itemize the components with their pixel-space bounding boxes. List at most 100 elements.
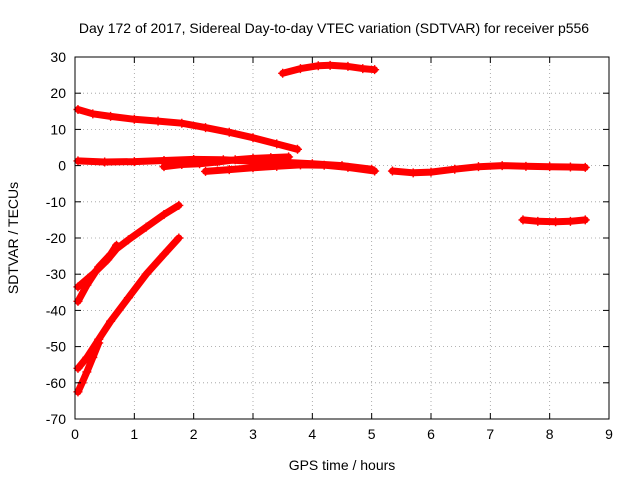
y-axis-label: SDTVAR / TECUs (5, 182, 21, 294)
data-point (370, 166, 380, 176)
data-point (100, 157, 110, 167)
y-tick-label: 10 (50, 121, 66, 137)
data-point (387, 166, 397, 176)
y-tick-label: -70 (46, 411, 66, 427)
series-line (74, 234, 183, 372)
data-point (295, 64, 305, 74)
x-tick-label: 9 (605, 426, 613, 442)
data-point (141, 222, 151, 232)
series-line (202, 161, 379, 175)
data-point (408, 168, 418, 178)
y-tick-label: -10 (46, 194, 66, 210)
y-tick-label: 20 (50, 85, 66, 101)
x-tick-label: 6 (427, 426, 435, 442)
data-point (533, 216, 543, 226)
data-point (325, 60, 335, 70)
data-point (565, 162, 575, 172)
y-tick-label: 0 (58, 158, 66, 174)
data-point (106, 249, 116, 259)
series-11 (73, 338, 104, 397)
data-point (248, 133, 258, 143)
data-point (580, 215, 590, 225)
series-9 (73, 240, 122, 306)
data-point (224, 165, 234, 175)
data-point (88, 352, 98, 362)
data-point (518, 215, 528, 225)
data-point (545, 162, 555, 172)
data-point (272, 161, 282, 171)
data-point (248, 153, 258, 163)
data-point (343, 61, 353, 71)
data-point (284, 152, 294, 162)
data-point (177, 118, 187, 128)
data-point (177, 160, 187, 170)
y-tick-label: -20 (46, 230, 66, 246)
data-point (106, 111, 116, 121)
series-6 (278, 60, 380, 78)
series-10 (73, 233, 184, 373)
data-point (313, 61, 323, 71)
data-point (159, 162, 169, 172)
data-point (123, 293, 133, 303)
data-point (580, 162, 590, 172)
data-point (129, 157, 139, 167)
series-5 (387, 161, 590, 178)
data-point (153, 116, 163, 126)
series-line (279, 61, 379, 77)
data-point (123, 235, 133, 245)
data-point (112, 240, 122, 250)
data-point (473, 162, 483, 172)
data-point (94, 262, 104, 272)
data-point (343, 162, 353, 172)
x-tick-label: 1 (130, 426, 138, 442)
data-point (94, 338, 104, 348)
data-point (565, 216, 575, 226)
data-point (521, 161, 531, 171)
data-point (82, 367, 92, 377)
y-tick-label: -40 (46, 302, 66, 318)
y-tick-label: -50 (46, 339, 66, 355)
data-point (266, 153, 276, 163)
data-point (272, 139, 282, 149)
data-point (319, 160, 329, 170)
data-point (106, 316, 116, 326)
series-7 (518, 215, 590, 227)
data-point (224, 127, 234, 137)
data-point (141, 269, 151, 279)
data-point (201, 166, 211, 176)
x-tick-label: 3 (249, 426, 257, 442)
data-point (370, 65, 380, 75)
axis-ticks: 0 1 2 3 4 5 6 7 8 9 -70 -60 -50 -40 -30 -20 -10 0 10 20 30 (46, 49, 613, 442)
data-point (195, 159, 205, 169)
data-point (358, 64, 368, 74)
x-tick-label: 5 (368, 426, 376, 442)
series-line (388, 162, 589, 177)
data-point (159, 249, 169, 259)
x-tick-label: 4 (308, 426, 316, 442)
data-point (278, 68, 288, 78)
y-tick-label: 30 (50, 49, 66, 65)
data-point (82, 280, 92, 290)
data-point (293, 144, 302, 154)
data-point (174, 200, 184, 210)
data-point (201, 123, 211, 133)
x-tick-label: 2 (190, 426, 198, 442)
chart-title: Day 172 of 2017, Sidereal Day-to-day VTE… (79, 20, 589, 36)
grid (75, 57, 609, 419)
x-tick-label: 7 (486, 426, 494, 442)
data-point (230, 155, 240, 165)
data-point (212, 157, 222, 167)
data-point (497, 161, 507, 171)
y-tick-label: -60 (46, 375, 66, 391)
data-point (159, 209, 169, 219)
x-axis-label: GPS time / hours (289, 457, 396, 473)
x-tick-label: 8 (546, 426, 554, 442)
y-tick-label: -30 (46, 266, 66, 282)
data-point (551, 217, 561, 227)
data-series (73, 60, 590, 397)
data-point (174, 233, 184, 243)
data-point (88, 109, 98, 119)
data-point (295, 160, 305, 170)
series-3 (159, 152, 294, 172)
